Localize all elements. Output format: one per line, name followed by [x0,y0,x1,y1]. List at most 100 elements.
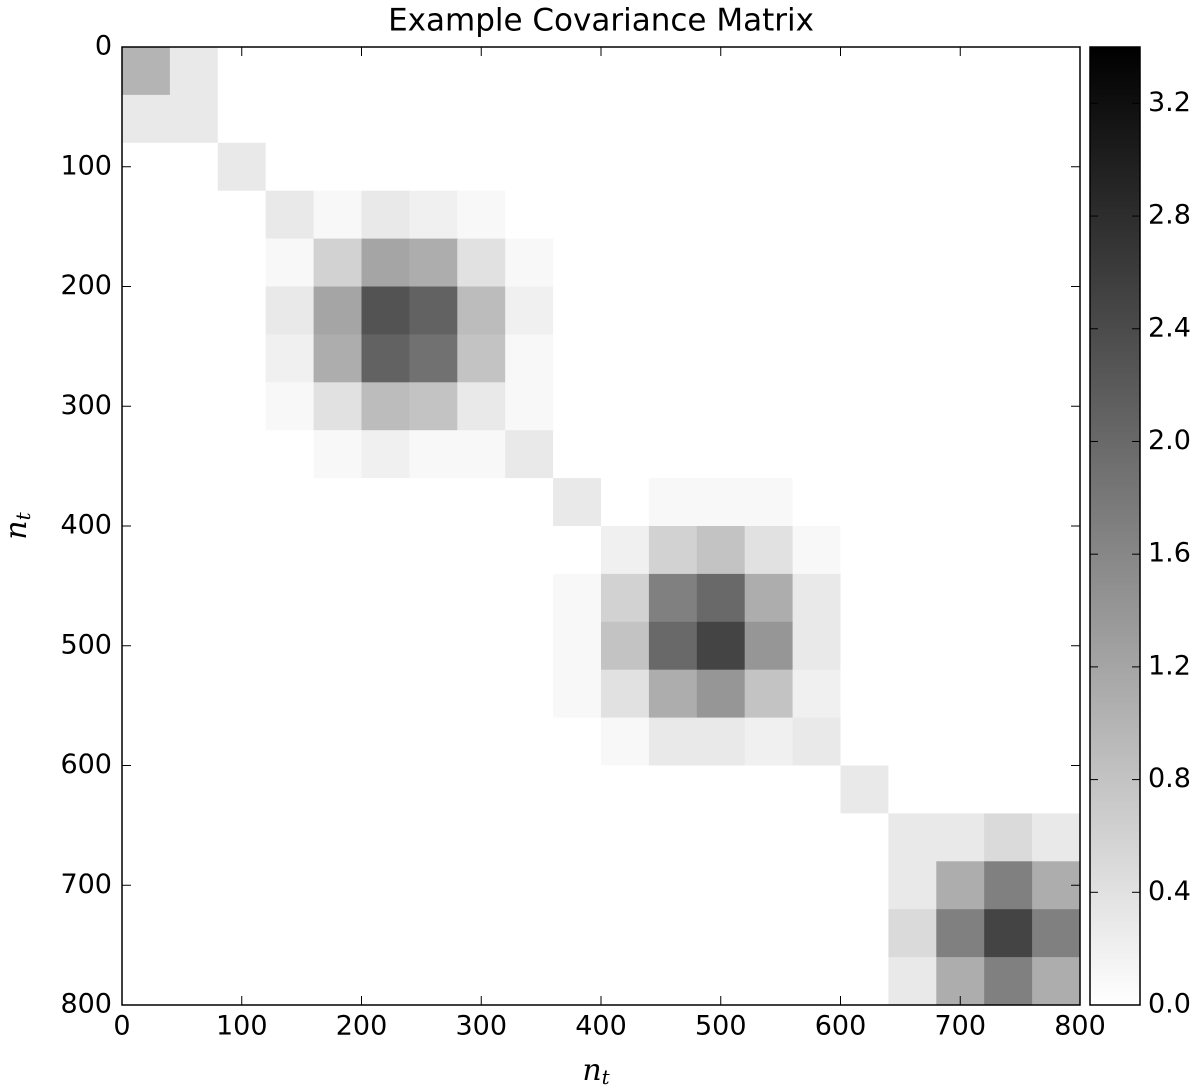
heatmap-cell [601,94,650,144]
heatmap-cell [361,47,410,96]
colorbar-tick-label: 1.2 [1148,650,1191,681]
heatmap-cell [792,478,841,527]
heatmap-cell [361,573,410,623]
heatmap-cell [409,909,458,958]
heatmap-cell [457,813,506,862]
heatmap-cell [601,334,650,383]
heatmap-cell [265,909,315,958]
heatmap-cell [792,909,841,958]
heatmap-cell [361,717,410,766]
heatmap-cell [648,382,698,431]
heatmap-cell [888,142,937,192]
heatmap-cell [409,957,458,1006]
heatmap-cell [361,909,410,958]
heatmap-cell [696,190,746,240]
heatmap-cell [648,669,698,719]
heatmap-cell [984,573,1033,623]
heatmap-cell [217,765,267,814]
heatmap-cell [648,813,698,862]
heatmap-cell [840,957,889,1006]
heatmap-cell [888,382,937,431]
heatmap-cell [265,478,315,527]
colorbar-tick-label: 0.8 [1148,763,1191,794]
colorbar-tick-label: 2.8 [1148,200,1191,231]
heatmap-cell [792,238,841,287]
heatmap-cell [648,334,698,383]
heatmap-cell [648,94,698,144]
heatmap-cell [409,334,458,383]
heatmap-cell [601,286,650,335]
heatmap-cell [409,142,458,192]
heatmap-cell [457,765,506,814]
heatmap-cell [553,717,602,766]
heatmap-cell [840,909,889,958]
heatmap-cell [457,94,506,144]
heatmap-cell [936,861,985,910]
heatmap-cell [313,526,362,575]
heatmap [122,47,1081,1006]
heatmap-cell [840,813,889,862]
y-tick-label: 400 [60,510,112,541]
heatmap-cell [169,573,219,623]
heatmap-cell [265,957,315,1006]
heatmap-cell [457,573,506,623]
heatmap-cell [409,621,458,671]
x-tick-label: 500 [695,1011,747,1042]
heatmap-cell [936,717,985,766]
x-tick-label: 300 [455,1011,507,1042]
heatmap-cell [265,717,315,766]
heatmap-cell [936,142,985,192]
heatmap-cell [361,526,410,575]
heatmap-cell [457,909,506,958]
heatmap-cell [840,382,889,431]
heatmap-cell [744,573,794,623]
heatmap-cell [648,861,698,910]
heatmap-cell [888,478,937,527]
heatmap-cell [169,190,219,240]
heatmap-cell [936,190,985,240]
heatmap-cell [553,47,602,96]
heatmap-cell [457,717,506,766]
heatmap-cell [648,478,698,527]
heatmap-cell [936,382,985,431]
x-tick-label: 400 [575,1011,627,1042]
heatmap-cell [122,909,171,958]
heatmap-cell [505,382,554,431]
heatmap-cell [169,334,219,383]
heatmap-cell [1032,813,1081,862]
heatmap-cell [1032,238,1081,287]
heatmap-cell [505,478,554,527]
heatmap-cell [361,957,410,1006]
heatmap-cell [265,94,315,144]
heatmap-cell [217,909,267,958]
heatmap-cell [744,190,794,240]
heatmap-cell [265,765,315,814]
heatmap-cell [313,861,362,910]
x-tick-label: 200 [336,1011,388,1042]
heatmap-cell [984,142,1033,192]
heatmap-cell [696,765,746,814]
heatmap-cell [792,190,841,240]
heatmap-cell [217,717,267,766]
heatmap-cell [984,717,1033,766]
heatmap-cell [361,621,410,671]
heatmap-cell [648,573,698,623]
heatmap-cell [744,765,794,814]
heatmap-cell [888,861,937,910]
heatmap-cell [984,765,1033,814]
heatmap-cell [696,238,746,287]
heatmap-cell [553,94,602,144]
heatmap-cell [601,47,650,96]
heatmap-cell [265,430,315,479]
heatmap-cell [888,717,937,766]
heatmap-cell [601,430,650,479]
heatmap-cell [217,382,267,431]
heatmap-cell [122,813,171,862]
colorbar-tick-label: 1.6 [1148,538,1191,569]
heatmap-cell [217,573,267,623]
heatmap-cell [122,47,171,96]
x-tick-label: 700 [934,1011,986,1042]
heatmap-cell [984,94,1033,144]
heatmap-cell [553,526,602,575]
heatmap-cell [217,94,267,144]
